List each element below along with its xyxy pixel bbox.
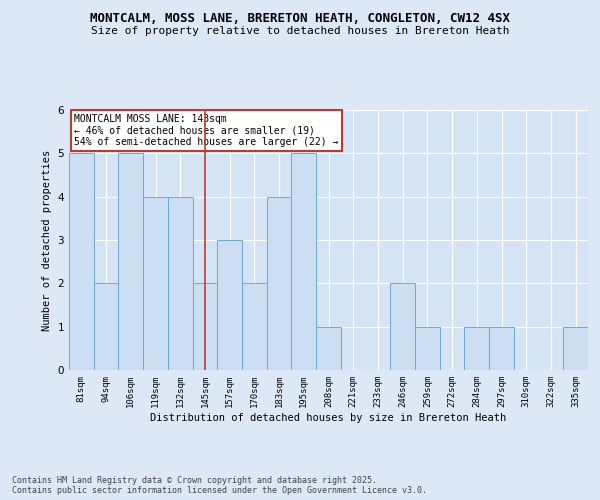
Bar [563, 326, 588, 370]
Bar [143, 196, 168, 370]
Bar [193, 284, 217, 370]
Bar [118, 154, 143, 370]
X-axis label: Distribution of detached houses by size in Brereton Heath: Distribution of detached houses by size … [151, 412, 506, 422]
Bar [217, 240, 242, 370]
Bar [267, 196, 292, 370]
Bar [316, 326, 341, 370]
Y-axis label: Number of detached properties: Number of detached properties [42, 150, 52, 330]
Bar [242, 284, 267, 370]
Bar [415, 326, 440, 370]
Bar [69, 154, 94, 370]
Bar [168, 196, 193, 370]
Bar [94, 284, 118, 370]
Bar [464, 326, 489, 370]
Bar [390, 284, 415, 370]
Text: MONTCALM, MOSS LANE, BRERETON HEATH, CONGLETON, CW12 4SX: MONTCALM, MOSS LANE, BRERETON HEATH, CON… [90, 12, 510, 26]
Text: Contains HM Land Registry data © Crown copyright and database right 2025.
Contai: Contains HM Land Registry data © Crown c… [12, 476, 427, 495]
Bar [489, 326, 514, 370]
Bar [292, 154, 316, 370]
Text: MONTCALM MOSS LANE: 143sqm
← 46% of detached houses are smaller (19)
54% of semi: MONTCALM MOSS LANE: 143sqm ← 46% of deta… [74, 114, 338, 147]
Text: Size of property relative to detached houses in Brereton Heath: Size of property relative to detached ho… [91, 26, 509, 36]
